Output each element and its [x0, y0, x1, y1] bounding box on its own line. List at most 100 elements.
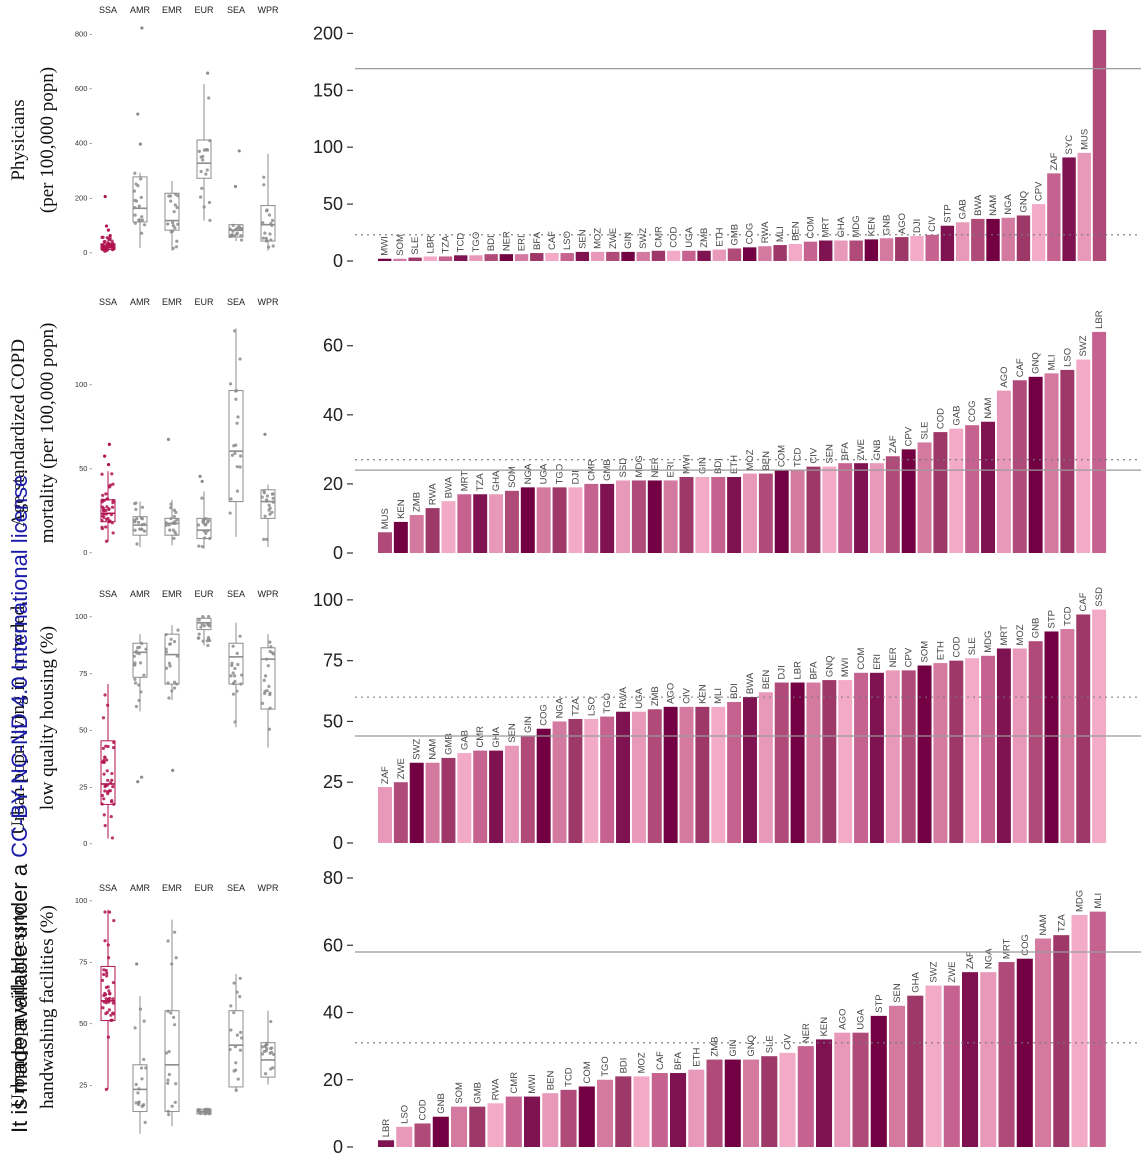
box-point — [238, 357, 242, 361]
bar — [727, 477, 742, 553]
bar-tick-label: 0 — [333, 1137, 343, 1157]
box-point — [263, 231, 267, 235]
box-point — [262, 183, 266, 187]
box-point — [112, 802, 116, 806]
box-point — [204, 517, 208, 521]
box-point — [200, 496, 204, 500]
bar — [1092, 29, 1107, 261]
box-tick-label: 50 - — [79, 1019, 92, 1028]
box-group-label: SSA — [99, 883, 117, 893]
bar — [499, 254, 514, 261]
bar-code-label: STP — [874, 994, 885, 1012]
box-point — [107, 1008, 112, 1012]
box-point — [104, 525, 108, 529]
box-point — [137, 698, 141, 703]
bar-tick-label: 80 — [323, 868, 343, 888]
bar — [438, 256, 453, 261]
bar — [711, 477, 726, 553]
bar — [473, 750, 488, 843]
box-point — [100, 498, 105, 502]
box-point — [105, 971, 109, 975]
box-point — [107, 956, 111, 960]
box-point — [266, 664, 270, 668]
box-point — [103, 910, 107, 914]
box-point — [203, 536, 207, 540]
bar-code-label: UGA — [634, 687, 645, 708]
bar — [901, 670, 916, 843]
bar-code-label: RWA — [618, 686, 629, 708]
bar — [393, 258, 407, 261]
box-point — [200, 186, 204, 190]
bar-code-label: MOZ — [593, 228, 604, 249]
panel-ylabel: Physicians (per 100,000 popn) — [8, 67, 58, 213]
box-point — [140, 505, 145, 509]
box-iqr — [228, 642, 244, 685]
bar-code-label: DJI — [570, 470, 581, 484]
bar-code-label: GNB — [1031, 618, 1042, 639]
bar-code-label: MLI — [775, 226, 786, 242]
box-point — [109, 1013, 113, 1017]
bar-code-label: ETH — [714, 227, 725, 246]
bar — [761, 1056, 778, 1147]
box-point — [104, 1087, 108, 1091]
bar — [864, 239, 879, 261]
license-link[interactable]: CC-BY-NC-ND 4.0 International license — [7, 474, 32, 858]
bar — [849, 240, 863, 261]
box-point — [173, 930, 177, 934]
bar-code-label: MDG — [983, 631, 994, 653]
box-point — [144, 647, 148, 651]
box-outlier — [107, 442, 111, 446]
bar — [636, 251, 650, 261]
box-group-label: SEA — [227, 589, 245, 599]
box-point — [267, 213, 271, 217]
box-point — [167, 1049, 171, 1054]
bar — [1047, 173, 1061, 261]
bar — [697, 250, 711, 261]
box-point — [105, 236, 109, 240]
bar-code-label: SLE — [920, 421, 931, 439]
bar — [981, 421, 996, 553]
ylabel-line: low quality housing (%) — [37, 626, 58, 810]
box-point — [239, 238, 244, 242]
box-point — [172, 640, 177, 644]
box-point — [270, 1046, 274, 1050]
bar — [917, 665, 932, 843]
bar-code-label: BWA — [745, 672, 756, 694]
box-point — [233, 451, 237, 455]
box-point — [102, 813, 106, 817]
bar-code-label: GNB — [882, 215, 893, 236]
box-point — [270, 651, 274, 655]
box-point — [111, 784, 115, 789]
box-point — [105, 505, 109, 509]
bar — [590, 251, 605, 261]
box-point — [102, 968, 106, 972]
box-point — [102, 772, 106, 776]
box-point — [102, 506, 106, 511]
bar — [1077, 152, 1091, 261]
box-iqr — [132, 176, 148, 223]
box-point — [167, 1072, 171, 1077]
bar — [838, 680, 853, 843]
bar-code-label: GNQ — [824, 655, 835, 677]
bar-code-label: AGO — [666, 683, 677, 704]
bar — [575, 251, 590, 261]
bar-code-label: SOM — [920, 641, 931, 663]
bar-code-label: ZWE — [608, 228, 619, 249]
box-group-label: WPR — [258, 883, 279, 893]
box-tick-label: 25 - — [79, 1081, 92, 1090]
box-point — [200, 545, 204, 549]
bar-code-label: NER — [888, 647, 899, 667]
box-point — [236, 662, 240, 667]
bar — [996, 390, 1011, 553]
box-point — [106, 703, 110, 707]
bar — [473, 494, 488, 553]
bar-code-label: TCD — [564, 1067, 575, 1087]
box-group-label: WPR — [258, 5, 279, 15]
bar-code-label: CIV — [783, 1033, 794, 1050]
box-point — [231, 692, 236, 696]
box-point — [229, 1028, 233, 1032]
bar — [1076, 614, 1091, 843]
box-point — [239, 233, 243, 238]
box-point — [269, 645, 273, 649]
box-outlier — [200, 479, 204, 483]
